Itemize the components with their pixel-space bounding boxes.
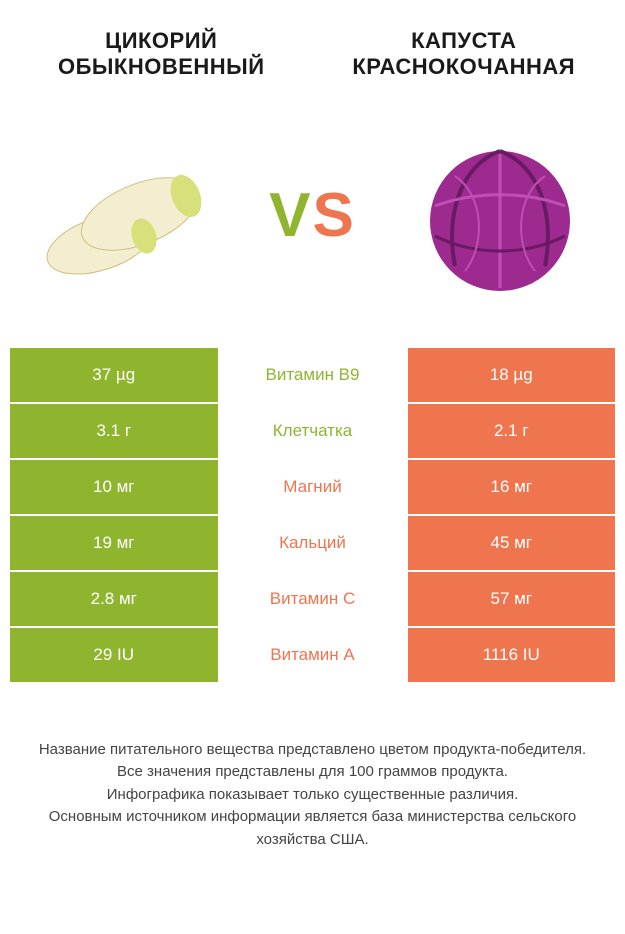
nutrient-name: Кальций (218, 516, 408, 570)
left-value: 29 IU (10, 628, 218, 682)
left-value: 3.1 г (10, 404, 218, 458)
cabbage-image (405, 136, 585, 296)
table-row: 3.1 гКлетчатка2.1 г (10, 404, 615, 460)
footnote-line: Основным источником информации является … (25, 806, 600, 851)
table-row: 10 мгМагний16 мг (10, 460, 615, 516)
table-row: 19 мгКальций45 мг (10, 516, 615, 572)
left-value: 10 мг (10, 460, 218, 514)
left-value: 2.8 мг (10, 572, 218, 626)
right-title-line1: КАПУСТА (411, 28, 516, 53)
right-value: 16 мг (408, 460, 616, 514)
footnote-line: Инфографика показывает только существенн… (25, 784, 600, 807)
table-row: 37 µgВитамин B918 µg (10, 348, 615, 404)
left-value: 37 µg (10, 348, 218, 402)
right-title: КАПУСТА КРАСНОКОЧАННАЯ (313, 28, 616, 81)
right-title-line2: КРАСНОКОЧАННАЯ (352, 54, 575, 79)
footnote-line: Название питательного вещества представл… (25, 739, 600, 762)
images-row: VS (10, 116, 615, 316)
table-row: 2.8 мгВитамин C57 мг (10, 572, 615, 628)
vs-s: S (313, 185, 356, 247)
nutrient-name: Витамин C (218, 572, 408, 626)
nutrition-table: 37 µgВитамин B918 µg3.1 гКлетчатка2.1 г1… (10, 346, 615, 684)
endive-icon (40, 163, 209, 286)
nutrient-name: Витамин B9 (218, 348, 408, 402)
nutrient-name: Магний (218, 460, 408, 514)
nutrient-name: Витамин A (218, 628, 408, 682)
vs-v: V (269, 185, 312, 247)
left-title: ЦИКОРИЙ ОБЫКНОВЕННЫЙ (10, 28, 313, 81)
left-value: 19 мг (10, 516, 218, 570)
footnote-line: Все значения представлены для 100 граммо… (25, 761, 600, 784)
titles-row: ЦИКОРИЙ ОБЫКНОВЕННЫЙ КАПУСТА КРАСНОКОЧАН… (10, 28, 615, 81)
left-title-line2: ОБЫКНОВЕННЫЙ (58, 54, 265, 79)
right-value: 57 мг (408, 572, 616, 626)
endive-image (40, 136, 220, 296)
right-value: 18 µg (408, 348, 616, 402)
right-value: 2.1 г (408, 404, 616, 458)
right-value: 1116 IU (408, 628, 616, 682)
right-value: 45 мг (408, 516, 616, 570)
nutrient-name: Клетчатка (218, 404, 408, 458)
infographic-page: ЦИКОРИЙ ОБЫКНОВЕННЫЙ КАПУСТА КРАСНОКОЧАН… (0, 0, 625, 934)
vs-label: VS (269, 185, 356, 247)
footnotes: Название питательного вещества представл… (10, 739, 615, 852)
cabbage-icon (430, 151, 570, 291)
table-row: 29 IUВитамин A1116 IU (10, 628, 615, 684)
left-title-line1: ЦИКОРИЙ (105, 28, 217, 53)
